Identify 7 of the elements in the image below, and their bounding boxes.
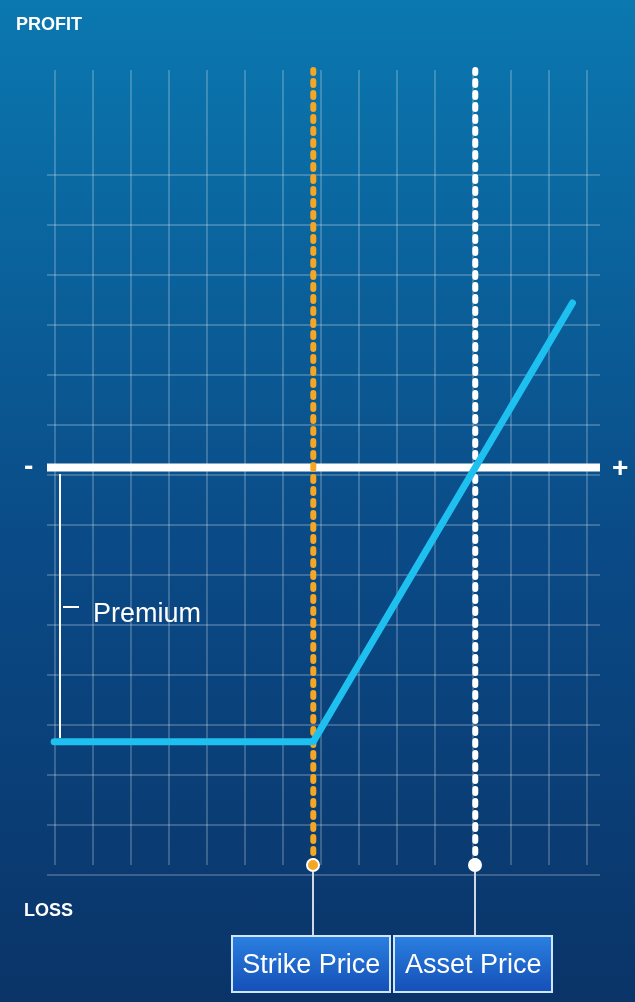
annotation: Premium xyxy=(93,598,202,629)
text: - xyxy=(24,450,34,482)
text: + xyxy=(612,452,629,484)
text: Strike Price xyxy=(231,935,392,993)
text: LOSS xyxy=(24,900,74,921)
text: PROFIT xyxy=(16,14,82,35)
text: Asset Price xyxy=(393,935,554,993)
